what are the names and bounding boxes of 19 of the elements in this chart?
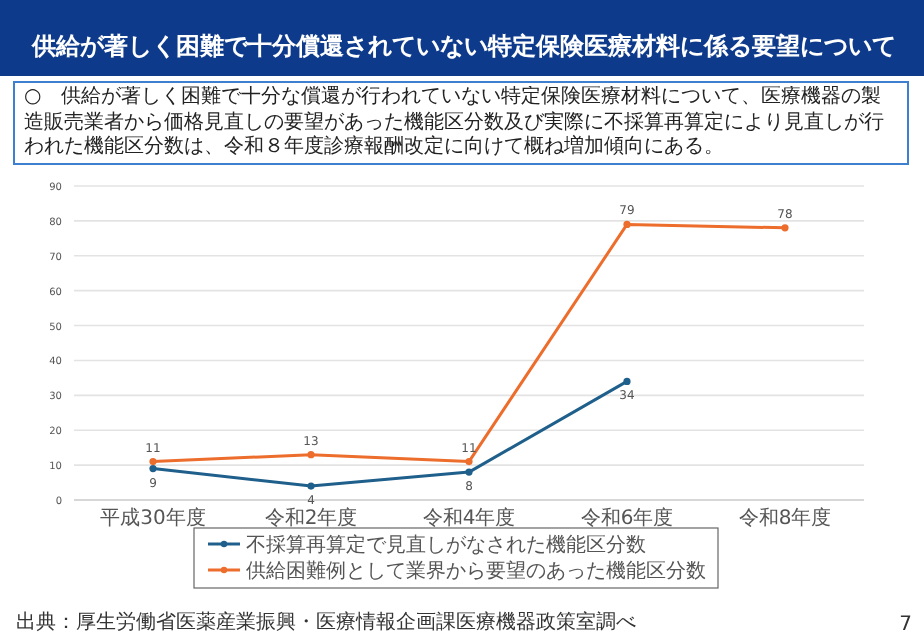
point [149,465,157,473]
point [465,458,473,466]
point [623,220,631,228]
text: 7 [899,614,912,636]
point [149,458,157,466]
x-tick-label: 令和4年度 [422,506,516,530]
x-tick-label: 令和2年度 [264,506,358,530]
chart-title: 供給が著しく困難で十分償還されていない特定保険医療材料に係る要望について [30,32,896,60]
x-tick-label: 平成30年度 [100,506,206,530]
point [465,468,473,476]
source-note: 出典：厚生労働省医薬産業振興・医療情報企画課医療機器政策室調べ [16,610,636,634]
point [307,451,315,459]
point [623,377,631,385]
point [781,224,789,232]
x-tick-label: 令和8年度 [738,506,832,530]
legend-label: 供給困難例として業界から要望のあった機能区分数 [246,559,706,583]
x-tick-label: 令和6年度 [580,506,674,530]
point [307,482,315,490]
legend-label: 不採算再算定で見直しがなされた機能区分数 [246,533,646,557]
